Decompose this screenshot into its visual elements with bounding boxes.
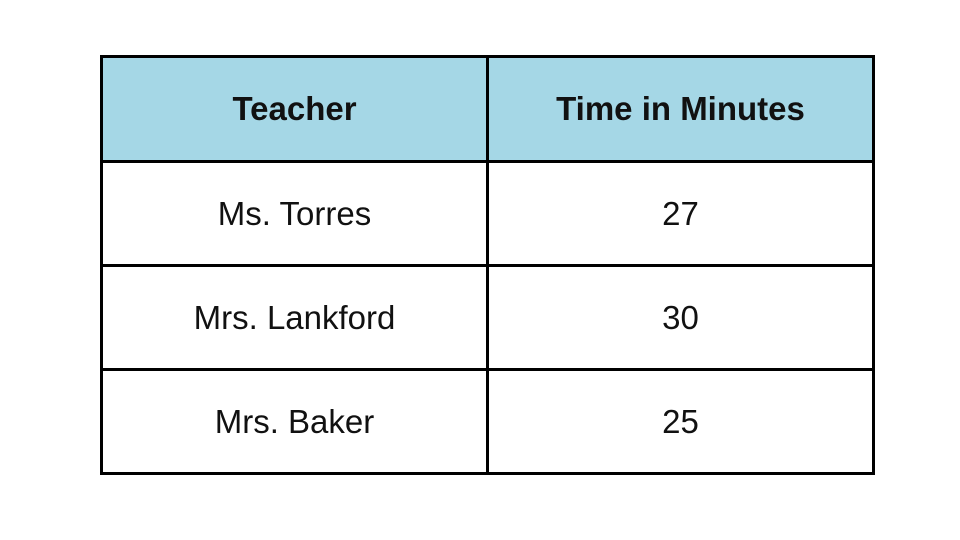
time-value-cell: 25 [486,368,875,475]
table-header: Teacher Time in Minutes [100,55,875,163]
column-header-time-in-minutes: Time in Minutes [486,55,875,163]
teacher-name-cell: Mrs. Lankford [100,264,489,371]
table-row: Mrs. Lankford 30 [100,264,875,371]
table-row: Mrs. Baker 25 [100,368,875,475]
table-body: Ms. Torres 27 Mrs. Lankford 30 Mrs. Bake… [100,160,875,475]
header-row: Teacher Time in Minutes [100,55,875,163]
time-value-cell: 27 [486,160,875,267]
teacher-name-cell: Ms. Torres [100,160,489,267]
column-header-teacher: Teacher [100,55,489,163]
teacher-name-cell: Mrs. Baker [100,368,489,475]
teacher-time-table: Teacher Time in Minutes Ms. Torres 27 Mr… [100,55,875,475]
table-row: Ms. Torres 27 [100,160,875,267]
time-value-cell: 30 [486,264,875,371]
